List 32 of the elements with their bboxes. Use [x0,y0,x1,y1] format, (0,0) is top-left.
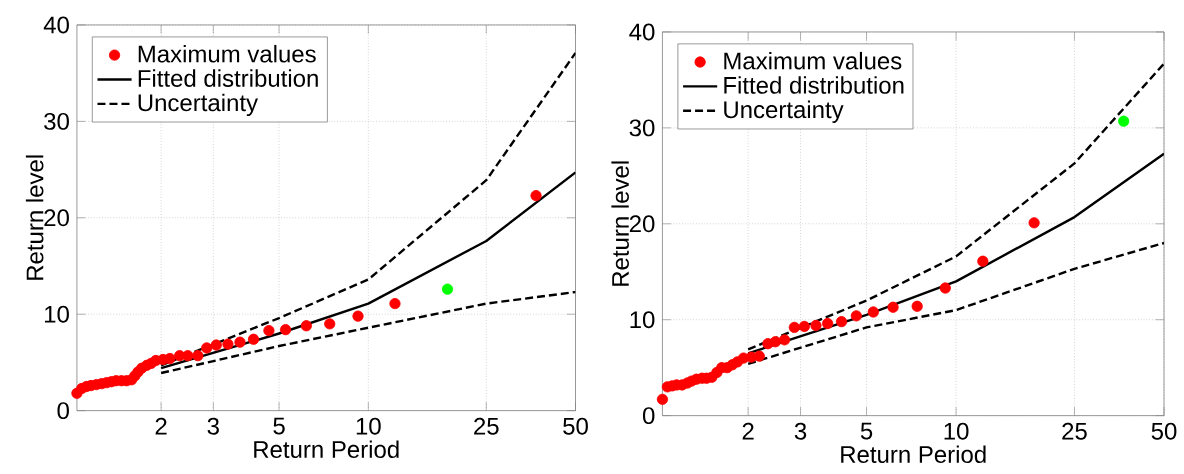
legend-label: Fitted distribution [724,76,904,95]
y-tick-label: 0 [57,402,69,420]
y-tick-label: 0 [642,407,655,425]
x-tick-label: 10 [944,422,969,440]
y-axis-title: Return level [25,155,44,280]
legend-label: Uncertainty [138,93,259,117]
x-axis-title: Return Period [841,445,986,464]
x-tick-label: 50 [563,417,588,435]
x-tick-label: 25 [1062,422,1087,440]
x-tick-label: 3 [794,422,807,440]
y-tick-label: 20 [44,209,69,227]
legend-label: Maximum values [138,45,316,63]
x-tick-label: 3 [207,417,219,435]
x-tick-label: 25 [474,417,499,435]
x-tick-label: 10 [356,417,381,435]
x-tick-label: 50 [1151,422,1177,440]
y-axis-title: Return level [611,161,629,286]
y-tick-label: 10 [630,311,655,329]
x-tick-label: 5 [860,422,873,440]
legend-label: Fitted distribution [138,69,318,88]
x-tick-label: 5 [273,417,285,435]
legend-label: Uncertainty [724,100,844,124]
y-tick-label: 10 [45,305,69,323]
y-tick-label: 30 [629,119,655,137]
legend-label: Maximum values [724,52,902,70]
x-tick-label: 2 [742,422,754,440]
y-tick-label: 40 [629,23,655,41]
x-axis-title: Return Period [254,440,399,459]
y-tick-label: 20 [629,215,655,233]
y-tick-label: 40 [43,16,69,34]
x-tick-label: 2 [155,417,167,435]
y-tick-label: 30 [44,113,69,131]
